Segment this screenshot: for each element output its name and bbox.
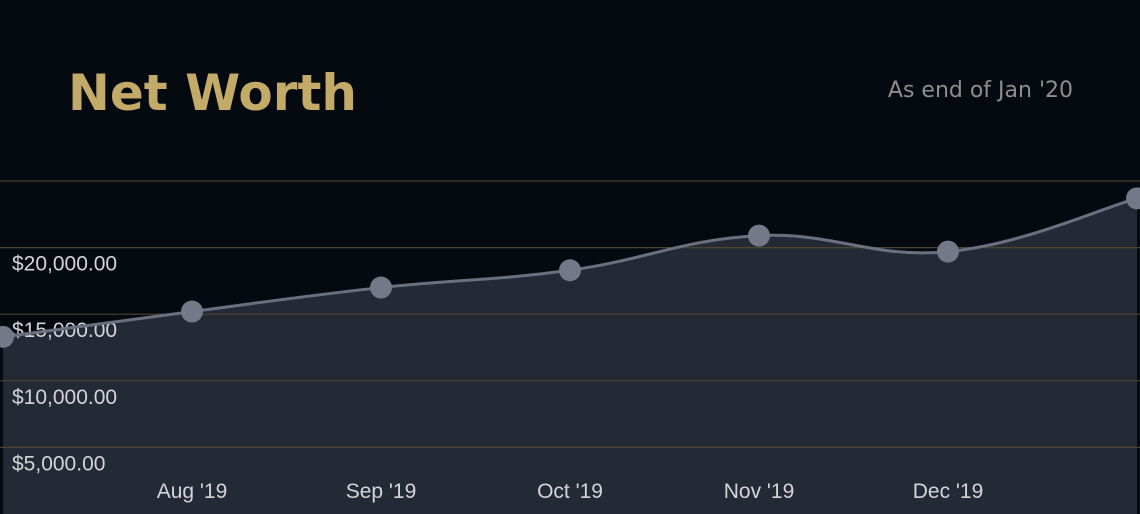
y-tick-label: $5,000.00 <box>12 452 105 475</box>
point <box>370 276 392 299</box>
x-tick-label: Aug '19 <box>157 480 228 503</box>
point <box>937 240 959 263</box>
chart-title: Net Worth <box>68 64 357 122</box>
y-tick-label: $20,000.00 <box>12 253 117 276</box>
x-tick-label: Sep '19 <box>346 480 417 503</box>
x-tick-label: Dec '19 <box>913 480 984 503</box>
point <box>1126 187 1140 210</box>
point <box>559 259 581 282</box>
y-tick-label: $10,000.00 <box>12 386 117 409</box>
chart-subtitle: As end of Jan '20 <box>888 78 1073 103</box>
point <box>748 224 770 247</box>
x-tick-label: Oct '19 <box>537 480 603 503</box>
x-tick-label: Nov '19 <box>724 480 795 503</box>
point <box>0 325 14 348</box>
point <box>181 300 203 323</box>
area <box>3 198 1137 514</box>
